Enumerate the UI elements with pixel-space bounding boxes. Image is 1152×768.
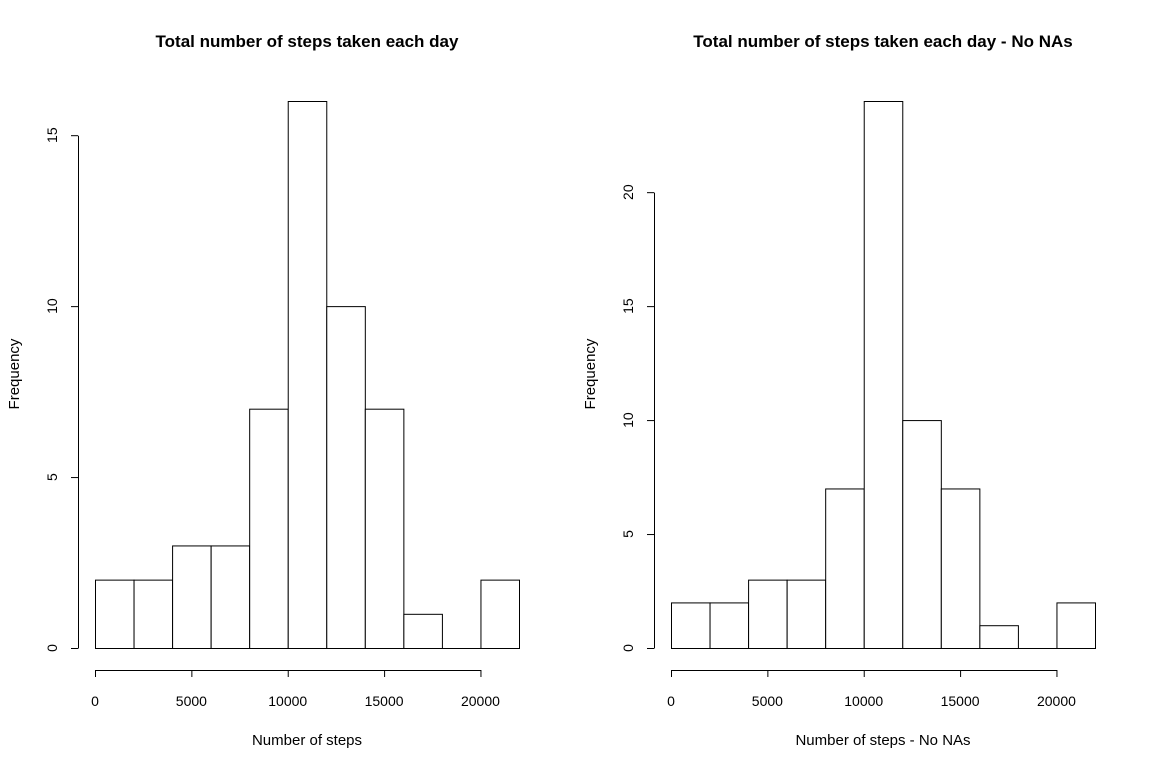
histogram-panel-left: Total number of steps taken each day Num… (6, 32, 521, 749)
histogram-bar (210, 545, 251, 649)
x-tick-label: 20000 (1037, 693, 1076, 709)
y-tick-label: 0 (44, 644, 60, 652)
y-tick-label: 10 (620, 412, 636, 428)
x-tick-label: 20000 (461, 693, 500, 709)
chart-title: Total number of steps taken each day (156, 32, 459, 51)
histogram-panel-right: Total number of steps taken each day - N… (582, 32, 1097, 749)
histogram-bar (979, 625, 1019, 649)
histogram-bar (403, 613, 443, 649)
histogram-bar (825, 488, 865, 650)
x-axis-label: Number of steps (252, 732, 362, 749)
histogram-bar (709, 602, 750, 650)
x-tick-label: 0 (667, 693, 675, 709)
histogram-bar (480, 579, 521, 649)
histogram-bar (940, 488, 981, 650)
x-tick-label: 5000 (752, 693, 783, 709)
y-tick-label: 5 (44, 473, 60, 481)
chart-title: Total number of steps taken each day - N… (693, 32, 1072, 51)
y-axis-label: Frequency (6, 338, 23, 409)
histogram-bar (133, 579, 174, 649)
y-tick-label: 15 (620, 298, 636, 314)
histogram-bar (902, 420, 942, 650)
histogram-bar (95, 579, 135, 649)
x-axis-label: Number of steps - No NAs (795, 732, 970, 749)
y-tick-label: 0 (620, 644, 636, 652)
histogram-bar (172, 545, 212, 649)
x-tick-label: 15000 (941, 693, 980, 709)
histogram-bar (249, 408, 289, 649)
histogram-bar (863, 101, 904, 649)
x-tick-label: 0 (91, 693, 99, 709)
histogram-bar (326, 306, 366, 649)
histogram-bar (287, 101, 328, 649)
y-tick-label: 5 (620, 530, 636, 538)
x-tick-label: 5000 (176, 693, 207, 709)
histogram-bar (748, 579, 788, 649)
x-tick-label: 10000 (268, 693, 307, 709)
y-axis-label: Frequency (582, 338, 599, 409)
y-tick-label: 10 (44, 298, 60, 314)
histogram-bar (786, 579, 827, 649)
histogram-bar (364, 408, 405, 649)
x-tick-label: 15000 (365, 693, 404, 709)
y-tick-label: 15 (44, 127, 60, 143)
histogram-bar (1056, 602, 1097, 650)
x-tick-label: 10000 (844, 693, 883, 709)
histogram-bar (671, 602, 711, 650)
y-tick-label: 20 (620, 184, 636, 200)
